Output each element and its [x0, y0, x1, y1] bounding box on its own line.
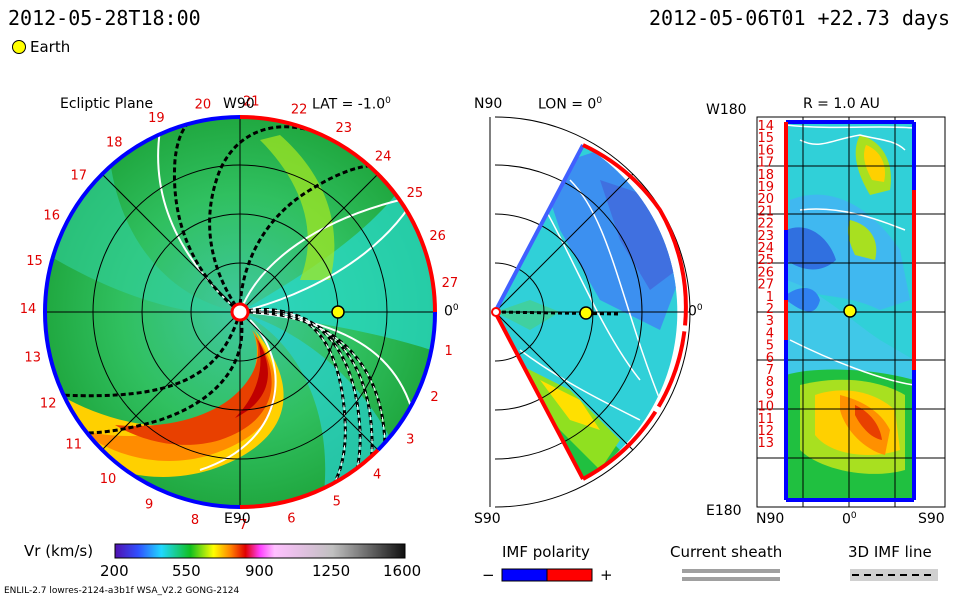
meridional-lon-label: LON = 00: [538, 96, 603, 113]
colorbar-tick-1250: 1250: [312, 562, 351, 580]
ecliptic-rotation-label: 8: [191, 513, 199, 528]
ecliptic-top-label: W90: [223, 96, 255, 112]
radial-rotation-label: 12: [757, 424, 774, 439]
ecliptic-rotation-label: 14: [20, 302, 37, 317]
imf-line-label: 3D IMF line: [848, 543, 932, 561]
ecliptic-title: Ecliptic Plane: [60, 96, 154, 112]
polarity-positive-swatch: [546, 568, 593, 582]
radial-rotation-label: 17: [757, 156, 774, 171]
ecliptic-right-label: 00: [444, 303, 459, 320]
colorbar-tick-550: 550: [172, 562, 201, 580]
model-info-footer: ENLIL-2.7 lowres-2124-a3b1f WSA_V2.2 GON…: [4, 586, 240, 596]
velocity-colorbar: [114, 543, 406, 559]
radial-bottom-s90: S90: [918, 511, 945, 527]
ecliptic-bottom-label: E90: [224, 511, 251, 527]
radial-rotation-label: 15: [757, 131, 774, 146]
ecliptic-rotation-label: 22: [291, 102, 308, 117]
ecliptic-rotation-label: 21: [243, 94, 260, 109]
radial-bottom-n90: N90: [756, 511, 785, 527]
radial-rotation-label: 13: [757, 436, 774, 451]
timestamp-right: 2012-05-06T01 +22.73 days: [648, 6, 950, 30]
colorbar-tick-200: 200: [100, 562, 129, 580]
radial-rotation-label: 25: [757, 253, 774, 268]
ecliptic-rotation-label: 20: [195, 97, 212, 112]
ecliptic-rotation-label: 24: [375, 150, 392, 165]
meridional-right-label: 00: [688, 303, 703, 320]
radial-rotation-label: 5: [766, 339, 774, 354]
ecliptic-rotation-label: 23: [336, 121, 353, 136]
colorbar-tick-900: 900: [245, 562, 274, 580]
ecliptic-rotation-label: 19: [148, 111, 165, 126]
ecliptic-rotation-label: 5: [333, 495, 341, 510]
ecliptic-rotation-label: 11: [65, 438, 82, 453]
radial-rotation-label: 23: [757, 229, 774, 244]
radial-rotation-label: 21: [757, 204, 774, 219]
radial-rotation-label: 6: [766, 351, 774, 366]
radial-rotation-label: 27: [757, 278, 774, 293]
ecliptic-rotation-label: 2: [430, 390, 438, 405]
earth-marker-ecliptic: [331, 305, 345, 319]
radial-rotation-label: 2: [766, 302, 774, 317]
radial-rotation-label: 19: [757, 180, 774, 195]
meridional-bottom-label: S90: [474, 511, 501, 527]
meridional-panel: [489, 116, 691, 508]
radial-rotation-label: 11: [757, 412, 774, 427]
ecliptic-rotation-label: 9: [145, 498, 153, 513]
radial-rotation-label: 20: [757, 192, 774, 207]
ecliptic-rotation-label: 7: [239, 518, 247, 533]
colorbar-tick-1600: 1600: [383, 562, 422, 580]
ecliptic-rotation-label: 6: [287, 512, 295, 527]
radial-rotation-label: 16: [757, 143, 774, 158]
ecliptic-rotation-label: 26: [429, 229, 446, 244]
earth-legend-label: Earth: [30, 38, 71, 56]
imf-polarity-label: IMF polarity: [502, 543, 590, 561]
radial-rotation-label: 26: [757, 265, 774, 280]
radial-rotation-label: 3: [766, 314, 774, 329]
ecliptic-rotation-label: 15: [26, 254, 43, 269]
earth-marker-meridional: [579, 306, 593, 320]
earth-legend-icon: [12, 40, 26, 54]
ecliptic-rotation-label: 18: [106, 135, 123, 150]
ecliptic-rotation-label: 17: [71, 168, 88, 183]
radial-top-left-label: W180: [706, 102, 747, 118]
radial-rotation-label: 10: [757, 400, 774, 415]
colorbar-label: Vr (km/s): [24, 542, 94, 560]
ecliptic-rotation-label: 25: [407, 186, 424, 201]
ecliptic-lat-label: LAT = -1.00: [312, 96, 391, 113]
ecliptic-rotation-label: 4: [373, 468, 381, 483]
ecliptic-rotation-label: 27: [442, 276, 459, 291]
ecliptic-rotation-label: 16: [43, 209, 60, 224]
ecliptic-rotation-label: 13: [24, 350, 41, 365]
current-sheath-label: Current sheath: [670, 543, 783, 561]
radial-rotation-label: 8: [766, 375, 774, 390]
earth-marker-radial: [843, 304, 857, 318]
radial-rotation-label: 1: [766, 290, 774, 305]
radial-rotation-label: 4: [766, 326, 774, 341]
radial-rotation-label: 9: [766, 387, 774, 402]
radial-rotation-label: 18: [757, 168, 774, 183]
radial-rotation-label: 14: [757, 119, 774, 134]
radial-panel: 1415161718192021222324252627123456789101…: [756, 116, 946, 508]
polarity-negative-swatch: [501, 568, 548, 582]
ecliptic-rotation-label: 3: [406, 432, 414, 447]
timestamp-left: 2012-05-28T18:00: [8, 6, 201, 30]
radial-rotation-label: 7: [766, 363, 774, 378]
radial-rotation-label: 22: [757, 217, 774, 232]
radial-r-label: R = 1.0 AU: [803, 96, 880, 112]
imf-polarity-plus: +: [600, 566, 613, 584]
radial-bottom-0: 00: [842, 511, 857, 528]
imf-polarity-minus: −: [482, 566, 495, 584]
ecliptic-rotation-label: 1: [444, 344, 452, 359]
radial-bottom-left-label: E180: [706, 503, 742, 519]
ecliptic-rotation-label: 10: [100, 472, 117, 487]
radial-rotation-label: 24: [757, 241, 774, 256]
meridional-top-label: N90: [474, 96, 503, 112]
ecliptic-rotation-label: 12: [40, 396, 57, 411]
current-sheath-swatch: [682, 569, 780, 573]
